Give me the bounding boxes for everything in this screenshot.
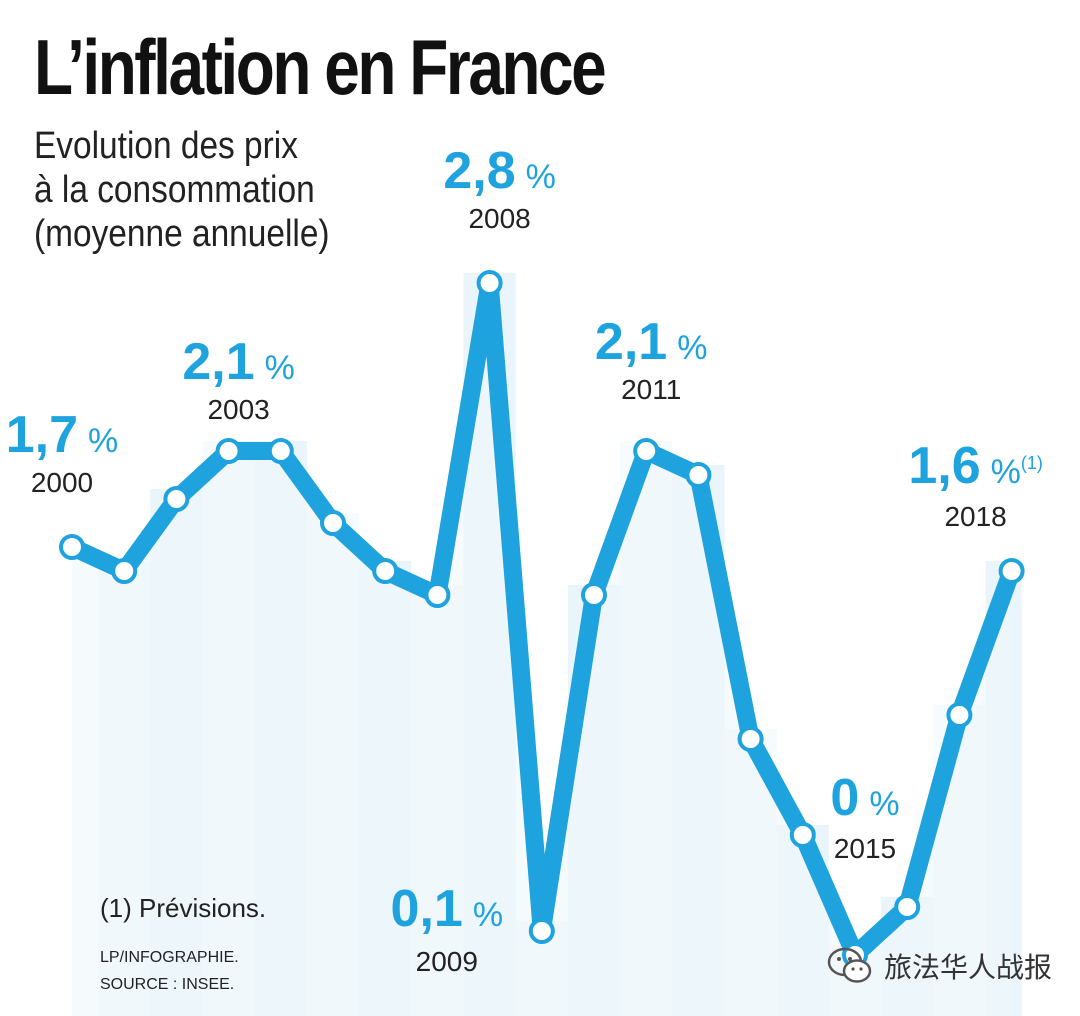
data-point (581, 582, 607, 608)
year-label: 2018 (944, 501, 1006, 532)
data-point (998, 558, 1025, 584)
value-label-number: 2,1 (182, 333, 254, 391)
data-points (59, 270, 1025, 968)
data-point (59, 534, 85, 560)
value-label: 1,7% (6, 406, 119, 464)
data-point (215, 438, 242, 464)
value-label-unit: % (677, 329, 707, 367)
value-label: 1,6 %(1) (908, 437, 1043, 495)
year-label: 2015 (834, 833, 896, 864)
credit-line: SOURCE : INSEE. (100, 976, 235, 993)
value-label-unit: % (265, 349, 295, 387)
value-label: 0% (830, 769, 899, 827)
credits: LP/INFOGRAPHIE. SOURCE : INSEE. (100, 944, 239, 998)
data-point (946, 702, 973, 728)
credit-line: LP/INFOGRAPHIE. (100, 949, 239, 966)
data-point (476, 270, 503, 296)
value-label-unit: % (991, 453, 1021, 491)
data-point (111, 558, 138, 584)
value-label-unit: % (473, 896, 503, 934)
data-point (372, 558, 399, 584)
value-label: 2,1% (182, 333, 295, 391)
value-label-unit: % (88, 422, 118, 460)
data-point (424, 582, 451, 608)
subtitle-line: à la consommation (34, 169, 315, 211)
watermark-text: 旅法华人战报 (884, 951, 1053, 984)
data-point (789, 822, 816, 848)
value-label: 0,1% (391, 880, 504, 938)
area-fill (72, 283, 1012, 1016)
watermark: 旅法华人战报 (826, 946, 1052, 986)
data-point (163, 486, 190, 512)
data-point (267, 438, 294, 464)
value-label-number: 1,7 (6, 406, 78, 464)
value-label: 2,8% (443, 142, 556, 200)
footnote: (1) Prévisions. (100, 893, 267, 923)
value-label-unit: % (526, 158, 556, 196)
value-label-number: 0 (830, 769, 859, 827)
value-label-number: 1,6 (908, 437, 980, 495)
year-label: 2009 (416, 946, 478, 977)
value-label: 2,1% (595, 313, 708, 371)
data-point (894, 894, 921, 920)
chart-subtitle: Evolution des prix à la consommation (mo… (34, 124, 330, 256)
data-point (528, 918, 555, 944)
subtitle-line: (moyenne annuelle) (34, 213, 330, 255)
data-point (320, 510, 346, 536)
wechat-icon (827, 947, 872, 983)
value-label-number: 0,1 (391, 880, 463, 938)
value-label-number: 2,1 (595, 313, 667, 371)
data-point (685, 462, 712, 488)
data-point (737, 726, 764, 752)
value-label-number: 2,8 (443, 142, 515, 200)
year-label: 2008 (468, 203, 530, 234)
year-label: 2000 (31, 467, 93, 498)
area-fill-shape (72, 283, 1012, 1016)
year-label: 2003 (207, 394, 269, 425)
value-label-unit: % (869, 785, 899, 823)
value-label-note: (1) (1021, 453, 1043, 473)
subtitle-line: Evolution des prix (34, 125, 298, 167)
chart-title: L’inflation en France (34, 23, 607, 111)
year-label: 2011 (621, 374, 681, 405)
data-point (633, 438, 660, 464)
